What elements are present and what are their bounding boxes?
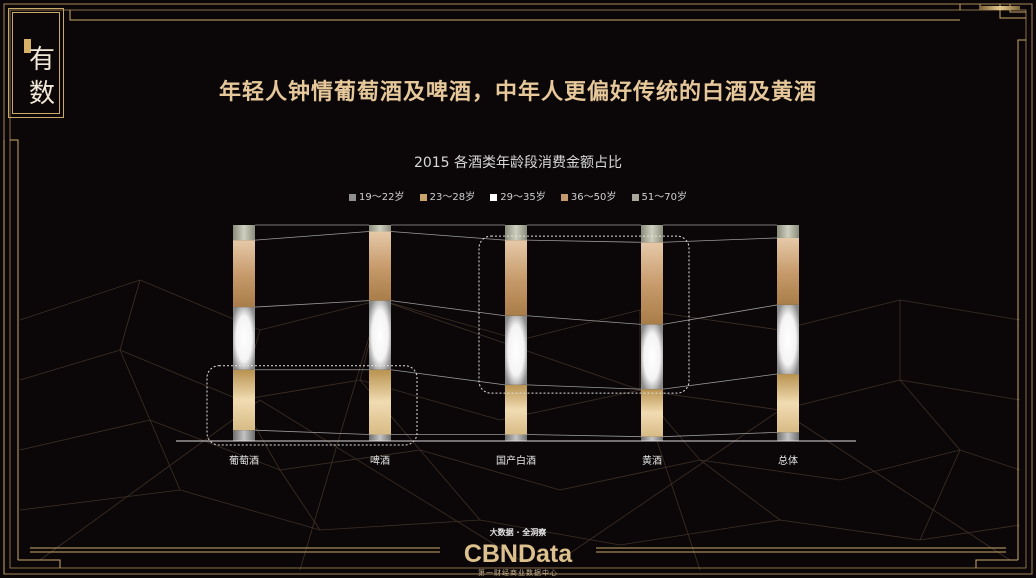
bar-segment <box>233 240 255 308</box>
footer-tagline: 大数据 · 全洞察 <box>489 528 547 537</box>
bar-segment <box>641 242 663 325</box>
bar-segment <box>233 307 255 370</box>
bar-segment <box>777 374 799 433</box>
bar-segment <box>505 434 527 441</box>
highlight-box <box>206 365 418 446</box>
series-connector-line <box>390 369 506 386</box>
logo-accent <box>24 39 31 53</box>
chart-title: 2015 各酒类年龄段消费金额占比 <box>413 155 623 171</box>
bar-segment <box>777 237 799 305</box>
bar-segment <box>641 324 663 390</box>
legend-swatch <box>348 193 356 201</box>
series-connector-line <box>662 237 778 243</box>
x-tick-label: 黄酒 <box>642 454 662 467</box>
legend-label: 23～28岁 <box>429 192 476 203</box>
logo-char-1: 有 <box>29 45 56 75</box>
series-connector-line <box>526 434 642 438</box>
legend-swatch <box>490 193 498 201</box>
bar-segment <box>641 225 663 243</box>
series-connector-line <box>390 231 506 241</box>
series-connector-line <box>526 239 642 243</box>
bar-segment <box>777 304 799 375</box>
series-connector-line <box>254 429 370 435</box>
page-title: 年轻人钟情葡萄酒及啤酒，中年人更偏好传统的白酒及黄酒 <box>218 80 817 105</box>
legend-item: 51～70岁 <box>631 188 687 203</box>
bar-segment <box>233 225 255 241</box>
series-connector-line <box>662 373 778 390</box>
bar-segment <box>233 430 255 441</box>
legend-swatch <box>560 193 568 201</box>
series-connector-line <box>662 431 778 438</box>
bar-segment <box>369 231 391 301</box>
legend-swatch <box>419 193 427 201</box>
bar-segment <box>505 315 527 385</box>
series-connector-line <box>254 300 370 308</box>
bar-segment <box>641 436 663 441</box>
highlight-box <box>478 235 690 394</box>
legend-item: 36～50岁 <box>560 188 617 203</box>
legend-label: 29～35岁 <box>500 192 546 203</box>
bar-segment <box>233 369 255 431</box>
legend-label: 51～70岁 <box>641 192 687 203</box>
brand-logo: CBNData <box>463 540 573 568</box>
bar-segment <box>369 300 391 370</box>
brand-subtitle: 第一财经商业数据中心 <box>478 569 558 577</box>
series-connector-line <box>390 300 506 317</box>
series-connector-line <box>254 231 370 241</box>
logo: 有 数 <box>8 8 64 118</box>
x-tick-label: 总体 <box>778 454 798 467</box>
bar-segment <box>505 240 527 316</box>
legend-label: 19～22岁 <box>358 192 405 203</box>
series-connector-line <box>526 384 642 390</box>
x-tick-label: 葡萄酒 <box>229 454 259 467</box>
bar-segment <box>641 389 663 437</box>
x-tick-label: 国产白酒 <box>496 454 536 467</box>
bar-segment <box>369 434 391 441</box>
logo-char-2: 数 <box>29 79 56 109</box>
legend-item: 23～28岁 <box>419 188 476 203</box>
bar-segment <box>369 369 391 435</box>
bar-segment <box>777 432 799 441</box>
chart-legend: 19～22岁 23～28岁 29～35岁 36～50岁 51～70岁 <box>0 188 1036 203</box>
series-connector-line <box>662 304 778 325</box>
legend-swatch <box>631 193 639 201</box>
series-connector-line <box>526 315 642 325</box>
bar-segment <box>505 384 527 435</box>
legend-label: 36～50岁 <box>570 192 617 203</box>
legend-item: 29～35岁 <box>490 188 546 203</box>
x-tick-label: 啤酒 <box>370 455 390 467</box>
bar-segment <box>369 225 391 232</box>
bar-segment <box>505 225 527 241</box>
legend-item: 19～22岁 <box>348 188 405 203</box>
bar-segment <box>777 225 799 238</box>
